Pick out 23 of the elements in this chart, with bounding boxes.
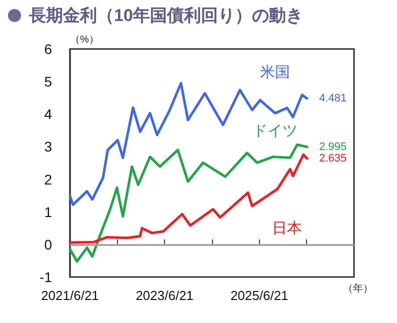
y-tick-label: 0 — [44, 236, 52, 252]
data-label: 2.995 — [319, 140, 347, 153]
y-tick-label: 5 — [44, 74, 52, 90]
chart-title: 長期金利（10年国債利回り）の動き — [29, 5, 303, 27]
series-label: 米国 — [260, 64, 290, 81]
x-tick-label: 2025/6/21 — [230, 288, 288, 303]
y-tick-label: 2 — [44, 171, 52, 188]
series-label: 日本 — [272, 220, 302, 238]
x-axis-title: （年） — [343, 282, 373, 294]
y-tick-label: 4 — [44, 106, 52, 122]
y-tick-label: -1 — [40, 269, 52, 285]
y-tick-label: 3 — [44, 138, 52, 155]
data-label: 2.635 — [319, 152, 347, 165]
y-axis-title: （%） — [70, 34, 99, 46]
x-tick-label: 2021/6/21 — [41, 288, 99, 303]
series-label: ドイツ — [252, 122, 298, 140]
y-tick-label: 1 — [44, 204, 52, 220]
x-tick-label: 2023/6/21 — [136, 288, 194, 303]
y-tick-label: 6 — [44, 41, 52, 57]
line-series — [68, 153, 308, 244]
line-series — [68, 82, 308, 206]
line-series — [68, 144, 308, 263]
data-label: 4.481 — [319, 92, 347, 104]
